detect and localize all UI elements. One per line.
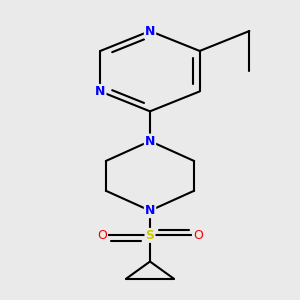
Text: N: N [145, 135, 155, 148]
Text: S: S [146, 229, 154, 242]
Text: O: O [193, 229, 203, 242]
Text: N: N [95, 85, 106, 98]
Text: N: N [145, 204, 155, 217]
Text: N: N [145, 25, 155, 38]
Text: O: O [97, 229, 107, 242]
